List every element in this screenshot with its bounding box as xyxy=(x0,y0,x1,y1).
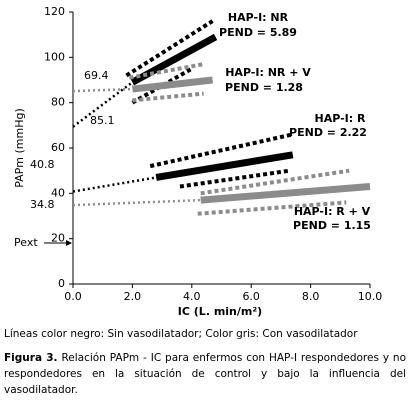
caption: Figura 3. Relación PAPm - IC para enferm… xyxy=(4,350,406,398)
slope-label: PEND = 1.28 xyxy=(225,81,303,94)
caption-label: Figura 3. xyxy=(4,352,58,364)
slope-label: PEND = 5.89 xyxy=(219,26,297,39)
slope-label: PEND = 1.15 xyxy=(293,219,371,232)
confidence-band-lower xyxy=(179,168,291,189)
y-tick-label: 40 xyxy=(51,186,65,199)
chart: PAPm (mmHg) IC (L. min/m²) Pext 0 20 40 60 8… xyxy=(13,5,383,318)
confidence-band-upper xyxy=(125,19,214,78)
series-name: HAP-I: R + V xyxy=(294,205,371,218)
extrapolation xyxy=(72,87,133,93)
y-tick-label: 100 xyxy=(44,50,65,63)
note: Líneas color negro: Sin vasodilatador; C… xyxy=(4,328,358,340)
confidence-band-lower xyxy=(131,66,193,105)
confidence-band-lower xyxy=(197,200,347,216)
series-name: HAP-I: NR xyxy=(228,11,289,24)
x-tick-label: 2.0 xyxy=(124,290,142,303)
intercept-label: 34.8 xyxy=(30,198,55,211)
pext-arrowhead xyxy=(66,240,72,246)
regression-line xyxy=(155,151,294,181)
pext-label: Pext xyxy=(14,236,38,249)
extrapolation xyxy=(72,198,201,207)
caption-text: Relación PAPm - IC para enfermos con HAP… xyxy=(4,352,407,396)
series-name: HAP-I: NR + V xyxy=(225,66,311,79)
y-axis-label: PAPm (mmHg) xyxy=(13,108,26,188)
y-tick-label: 60 xyxy=(51,141,65,154)
extrapolation xyxy=(72,81,134,128)
x-tick-label: 10.0 xyxy=(358,290,383,303)
y-tick-label: 0 xyxy=(58,277,65,290)
confidence-band-upper xyxy=(149,132,294,169)
regression-line xyxy=(200,183,371,204)
x-tick-label: 8.0 xyxy=(302,290,320,303)
y-tick-label: 20 xyxy=(51,232,65,245)
y-tick-label: 120 xyxy=(44,5,65,18)
confidence-band-lower xyxy=(132,91,204,103)
x-tick-label: 6.0 xyxy=(242,290,260,303)
y-tick-label: 80 xyxy=(51,96,65,109)
intercept-label: 40.8 xyxy=(30,158,55,171)
x-tick-label: 4.0 xyxy=(183,290,201,303)
intercept-label: 85.1 xyxy=(90,114,115,127)
regression-line xyxy=(132,76,213,93)
extrapolation xyxy=(72,176,157,193)
series-name: HAP-I: R xyxy=(315,112,366,125)
x-axis-label: IC (L. min/m²) xyxy=(178,305,262,318)
slope-label: PEND = 2.22 xyxy=(289,126,367,139)
intercept-label: 69.4 xyxy=(84,69,109,82)
confidence-band-upper xyxy=(129,62,205,80)
x-tick-label: 0.0 xyxy=(64,290,82,303)
